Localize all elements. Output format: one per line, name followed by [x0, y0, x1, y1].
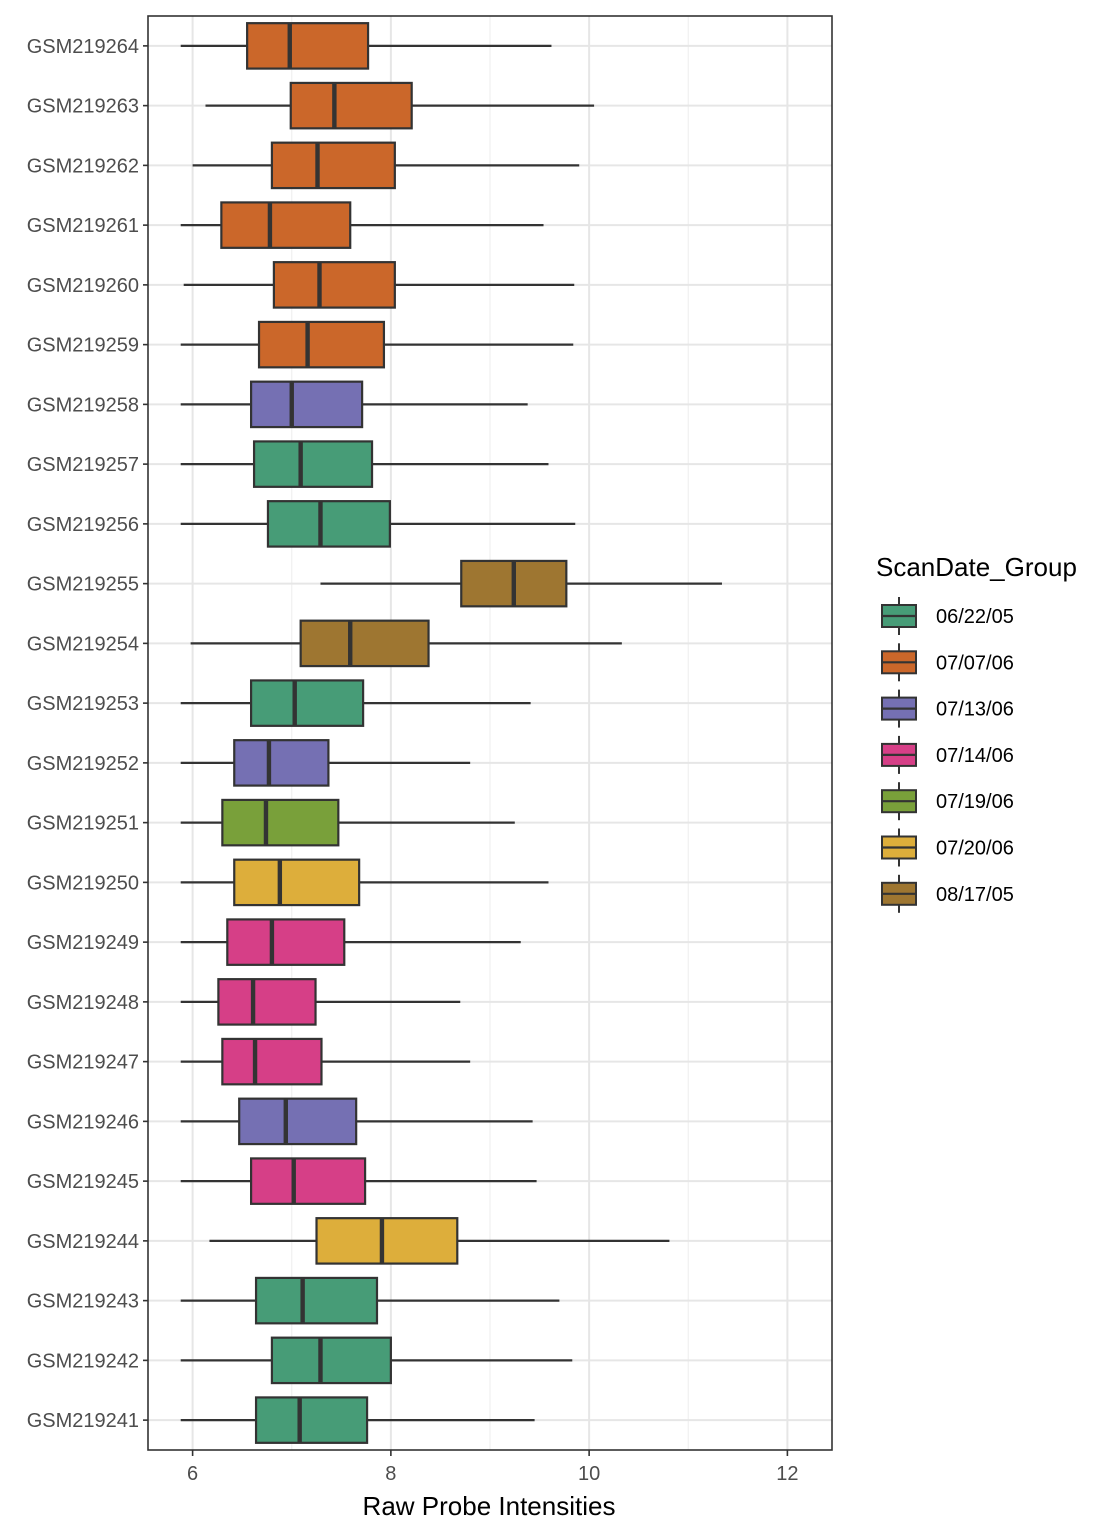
y-tick-label: GSM219260 [27, 275, 139, 297]
y-tick-label: GSM219241 [27, 1410, 139, 1432]
y-tick-label: GSM219244 [27, 1231, 139, 1253]
box-gsm219241 [180, 1396, 535, 1444]
box-iqr [217, 978, 317, 1026]
box-iqr [249, 380, 364, 429]
y-tick-label: GSM219264 [27, 36, 139, 58]
box-gsm219257 [180, 440, 549, 488]
box-iqr [238, 1097, 358, 1146]
box-iqr [270, 141, 396, 190]
box-gsm219247 [180, 1037, 471, 1086]
box-iqr [233, 739, 330, 787]
legend-title: ScanDate_Group [876, 552, 1077, 582]
y-tick-label: GSM219256 [27, 514, 139, 536]
legend-item: 07/20/06 [881, 828, 1014, 867]
box-gsm219244 [209, 1217, 670, 1265]
x-tick-label: 8 [385, 1463, 396, 1485]
box-iqr [246, 22, 370, 70]
box-iqr [254, 1276, 379, 1325]
box-gsm219254 [190, 619, 622, 668]
box-gsm219250 [180, 858, 549, 907]
legend-item: 07/14/06 [881, 735, 1014, 774]
y-tick-label: GSM219259 [27, 335, 139, 357]
box-iqr [254, 1396, 369, 1444]
box-gsm219249 [180, 918, 521, 966]
y-tick-label: GSM219258 [27, 394, 139, 416]
box-gsm219255 [320, 559, 722, 608]
legend-item: 07/13/06 [881, 689, 1014, 728]
legend-label: 07/13/06 [936, 699, 1014, 721]
x-axis: 6 8 10 12 [187, 1450, 799, 1485]
box-gsm219245 [180, 1157, 537, 1205]
box-iqr [299, 619, 430, 668]
box-gsm219251 [180, 798, 515, 847]
box-gsm219260 [183, 261, 575, 309]
legend-label: 07/07/06 [936, 652, 1014, 674]
legend-item: 06/22/05 [881, 597, 1014, 635]
x-tick-label: 10 [578, 1463, 600, 1485]
y-tick-label: GSM219253 [27, 693, 139, 715]
x-tick-label: 12 [776, 1463, 798, 1485]
box-gsm219264 [180, 22, 552, 70]
y-tick-label: GSM219262 [27, 155, 139, 177]
legend-item: 07/07/06 [881, 643, 1014, 682]
box-gsm219263 [205, 81, 595, 130]
x-tick-label: 6 [187, 1463, 198, 1485]
box-iqr [221, 798, 340, 847]
legend-item: 08/17/05 [881, 874, 1014, 913]
y-tick-label: GSM219257 [27, 454, 139, 476]
box-iqr [220, 201, 352, 249]
y-tick-label: GSM219245 [27, 1171, 139, 1193]
box-iqr [289, 81, 413, 130]
y-tick-label: GSM219263 [27, 96, 139, 118]
box-iqr [249, 679, 365, 727]
box-iqr [315, 1217, 459, 1265]
box-iqr [266, 500, 391, 548]
box-iqr [270, 1336, 392, 1385]
box-iqr [252, 440, 374, 488]
box-gsm219253 [180, 679, 531, 727]
box-gsm219246 [180, 1097, 533, 1146]
y-tick-label: GSM219243 [27, 1291, 139, 1313]
box-gsm219248 [180, 978, 461, 1026]
box-iqr [226, 918, 346, 966]
box-gsm219259 [180, 320, 574, 369]
legend-item: 07/19/06 [881, 782, 1014, 821]
y-tick-label: GSM219252 [27, 753, 139, 775]
box-gsm219243 [180, 1276, 560, 1325]
box-gsm219258 [180, 380, 528, 429]
y-tick-label: GSM219251 [27, 813, 139, 835]
box-gsm219262 [192, 141, 580, 190]
y-tick-label: GSM219248 [27, 992, 139, 1014]
y-tick-label: GSM219254 [27, 633, 139, 655]
box-gsm219261 [180, 201, 544, 249]
box-gsm219242 [180, 1336, 573, 1385]
y-tick-label: GSM219249 [27, 932, 139, 954]
legend-label: 06/22/05 [936, 606, 1014, 628]
legend-label: 07/14/06 [936, 745, 1014, 767]
legend-label: 07/20/06 [936, 838, 1014, 860]
y-tick-label: GSM219261 [27, 215, 139, 237]
box-iqr [257, 320, 386, 369]
x-axis-title: Raw Probe Intensities [363, 1491, 616, 1521]
box-iqr [249, 1157, 367, 1205]
y-tick-label: GSM219247 [27, 1052, 139, 1074]
y-tick-label: GSM219246 [27, 1111, 139, 1133]
legend-label: 07/19/06 [936, 791, 1014, 813]
box-gsm219252 [180, 739, 471, 787]
box-iqr [233, 858, 361, 907]
legend: ScanDate_Group 06/22/05 07/07/06 07/13/06 0… [876, 552, 1077, 913]
y-tick-label: GSM219250 [27, 872, 139, 894]
y-tick-label: GSM219242 [27, 1350, 139, 1372]
box-iqr [272, 261, 396, 309]
boxes [180, 22, 722, 1444]
y-axis: GSM219264 GSM219263 GSM219262 GSM219261 GSM2… [27, 36, 148, 1432]
legend-label: 08/17/05 [936, 884, 1014, 906]
plot-border [147, 15, 833, 1451]
y-tick-label: GSM219255 [27, 574, 139, 596]
box-gsm219256 [180, 500, 576, 548]
box-iqr [221, 1037, 323, 1086]
